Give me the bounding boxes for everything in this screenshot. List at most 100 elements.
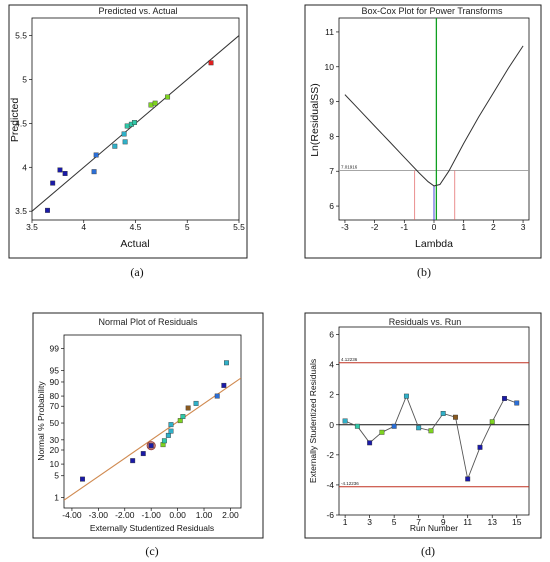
panel-d-point	[403, 393, 409, 399]
panel-c-points	[80, 360, 229, 482]
panel-b-ytick-label: 7	[329, 166, 334, 176]
panel-c-point	[224, 360, 229, 366]
panel-b-ytick-label: 10	[325, 62, 335, 72]
panel-a-point	[62, 171, 68, 176]
panel-c-point	[161, 438, 167, 444]
panel-d-points	[342, 393, 520, 482]
panel-c-ytick-label: 99	[50, 344, 60, 354]
panel-c-point	[185, 405, 191, 411]
panel-c-ytick-label: 10	[50, 459, 60, 469]
panel-b-title: Box-Cox Plot for Power Transforms	[361, 6, 503, 16]
panel-b-ytick-label: 9	[329, 97, 334, 107]
panel-c-xtick-label: -3.00	[89, 510, 109, 520]
panel-a-ytick-label: 3.5	[15, 206, 27, 216]
panel-b-ci-label: 7.01916	[341, 165, 358, 170]
panel-c-point	[148, 443, 154, 449]
panel-a-ytick-label: 5	[22, 74, 27, 84]
panel-a-point	[124, 123, 130, 129]
panel-c-point	[214, 393, 220, 399]
panel-a-point	[121, 131, 127, 137]
caption-a: (a)	[130, 265, 143, 279]
panel-d-lower-limit-label: -4.12236	[341, 481, 359, 486]
panel-d-y-ticks: -6 -4 -2 0 2 4 6	[326, 330, 339, 520]
panel-d-point	[391, 423, 397, 429]
panel-a-point	[57, 167, 63, 173]
panel-a: Predicted vs. Actual 3.5 4 4.5 5 5.5 3.5…	[8, 4, 248, 259]
panel-d-point	[453, 414, 458, 420]
panel-b-ytick-label: 8	[329, 131, 334, 141]
panel-c-xtick-label: 1.00	[196, 510, 213, 520]
panel-a-point	[165, 94, 171, 100]
panel-a-x-label: Actual	[120, 238, 149, 250]
panel-b-frame	[304, 4, 542, 259]
panel-b-xtick-label: 3	[521, 222, 526, 232]
panel-d: Residuals vs. Run 4.12236 -4.12236 1 3 5…	[304, 312, 542, 539]
panel-d-point	[379, 429, 385, 435]
panel-d-upper-limit-label: 4.12236	[341, 357, 358, 362]
panel-b-x-ticks: -3 -2 -1 0 1 2 3	[341, 220, 526, 232]
panel-c-y-ticks: 1 5 10 20 30 50 70 80 90 95 99	[50, 344, 64, 503]
panel-a-y-ticks: 3.5 4 4.5 5 5.5	[15, 31, 32, 216]
panel-d-point	[416, 425, 422, 431]
caption-b: (b)	[417, 265, 431, 279]
panel-d-ytick-label: -6	[326, 510, 334, 520]
panel-d-title: Residuals vs. Run	[389, 317, 462, 327]
panel-c-point	[221, 382, 227, 388]
panel-d-point	[440, 411, 446, 416]
panel-b-ytick-label: 6	[329, 201, 334, 211]
panel-a-xtick-label: 4	[81, 222, 86, 232]
panel-c-ytick-label: 20	[50, 445, 60, 455]
panel-a-point	[50, 180, 56, 186]
panel-b: Box-Cox Plot for Power Transforms 7.0191…	[304, 4, 542, 259]
panel-c-xtick-label: -1.00	[141, 510, 161, 520]
panel-b-y-ticks: 6 7 8 9 10 11	[325, 27, 339, 211]
panel-d-x-label: Run Number	[410, 523, 458, 533]
panel-c-frame	[32, 312, 264, 539]
panel-d-ytick-label: 2	[329, 390, 334, 400]
panel-c-xtick-label: 0.00	[169, 510, 186, 520]
panel-d-run-line	[344, 394, 517, 481]
panel-d-point	[367, 440, 373, 446]
panel-c-point	[177, 418, 183, 424]
panel-d-ytick-label: -4	[326, 480, 334, 490]
panel-c-plot-area	[63, 334, 242, 509]
panel-a-point	[208, 60, 214, 66]
panel-c-point	[168, 428, 174, 434]
panel-c-ytick-label: 50	[50, 418, 60, 428]
panel-b-xtick-label: 2	[491, 222, 496, 232]
panel-b-y-label: Ln(ResidualSS)	[309, 83, 321, 157]
panel-c-point	[165, 432, 171, 438]
panel-d-point	[428, 428, 434, 434]
panel-a-point	[152, 100, 158, 106]
panel-a-point	[148, 102, 154, 108]
panel-d-ytick-label: -2	[326, 450, 334, 460]
panel-c-ytick-label: 30	[50, 435, 60, 445]
panel-c-x-label: Externally Studentized Residuals	[90, 523, 214, 533]
panel-c-ytick-label: 5	[54, 471, 59, 481]
panel-c-ytick-label: 90	[50, 377, 60, 387]
panel-d-xtick-label: 15	[512, 517, 522, 527]
panel-d-point	[489, 419, 495, 425]
caption-d: (d)	[421, 544, 435, 558]
panel-a-y-label: Predicted	[9, 98, 21, 143]
panel-a-point	[112, 143, 118, 149]
panel-a-xtick-label: 5	[185, 222, 190, 232]
panel-c-x-ticks: -4.00 -3.00 -2.00 -1.00 0.00 1.00 2.00	[62, 508, 239, 520]
panel-c: Normal Plot of Residuals -4.00 -3.00 -2.…	[32, 312, 264, 539]
panel-d-xtick-label: 9	[441, 517, 446, 527]
panel-a-point	[122, 139, 128, 145]
panel-a-ytick-label: 5.5	[15, 31, 27, 41]
panel-d-ytick-label: 6	[329, 330, 334, 340]
panel-c-point	[180, 414, 186, 420]
panel-c-point	[168, 422, 174, 428]
panel-b-curve	[344, 45, 524, 187]
panel-d-point	[477, 444, 483, 450]
panel-b-xtick-label: 1	[461, 222, 466, 232]
panel-d-xtick-label: 13	[487, 517, 497, 527]
panel-a-ytick-label: 4	[22, 162, 27, 172]
panel-a-frame	[8, 4, 248, 259]
panel-d-point	[465, 476, 471, 482]
panel-a-point	[132, 120, 137, 125]
panel-c-point	[140, 451, 146, 457]
